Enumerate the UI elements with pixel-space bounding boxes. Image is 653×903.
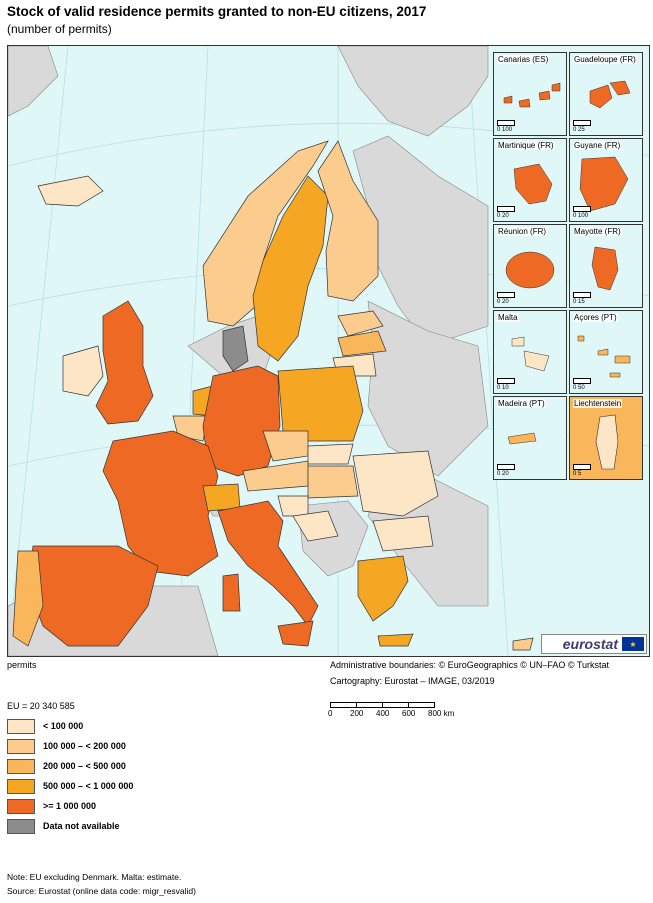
arctic-russia: [337, 46, 489, 137]
sardinia: [222, 573, 241, 612]
eurostat-logo: eurostat ★: [541, 634, 647, 654]
cartography-credit: Cartography: Eurostat – IMAGE, 03/2019: [330, 676, 495, 686]
legend-swatch: [7, 818, 35, 834]
inset-scale: 0 20: [497, 292, 515, 305]
scale-tick: 200: [350, 709, 364, 718]
legend-item: 100 000 – < 200 000: [7, 736, 133, 756]
legend-swatch: [7, 778, 35, 794]
inset-liechtenstein: Liechtenstein 0 5: [569, 396, 643, 480]
inset-scale: 0 50: [573, 378, 591, 391]
legend-swatch: [7, 798, 35, 814]
inset-canarias: Canarias (ES) 0 100: [493, 52, 567, 136]
legend-item: Data not available: [7, 816, 133, 836]
admin-boundaries-credit: Administrative boundaries: © EuroGeograp…: [330, 660, 610, 670]
legend-item: < 100 000: [7, 716, 133, 736]
estonia: [337, 310, 384, 337]
inset-label: Martinique (FR): [497, 141, 555, 150]
scale-tick: 600: [402, 709, 416, 718]
crete: [377, 633, 414, 647]
legend-item: 500 000 – < 1 000 000: [7, 776, 133, 796]
inset-madeira: Madeira (PT) 0 20: [493, 396, 567, 480]
legend-swatch: [7, 758, 35, 774]
eu-total: EU = 20 340 585: [7, 701, 75, 711]
legend-item: >= 1 000 000: [7, 796, 133, 816]
scale-tick: 400: [376, 709, 390, 718]
norway: [202, 140, 329, 327]
switzerland: [202, 483, 241, 512]
inset-reunion: Réunion (FR) 0 20: [493, 224, 567, 308]
inset-scale: 0 100: [497, 120, 515, 133]
inset-label: Madeira (PT): [497, 399, 546, 408]
latvia: [337, 330, 387, 357]
france: [102, 430, 219, 577]
scale-bar: 0 200 400 600 800 km: [328, 702, 470, 720]
inset-label: Réunion (FR): [497, 227, 548, 236]
bulgaria: [372, 515, 434, 552]
scale-tick: 800 km: [428, 709, 455, 718]
inset-martinique: Martinique (FR) 0 20: [493, 138, 567, 222]
denmark: [222, 325, 249, 372]
legend-item: 200 000 – < 500 000: [7, 756, 133, 776]
slovenia: [277, 495, 309, 517]
inset-malta: Malta 0 10: [493, 310, 567, 394]
inset-label: Mayotte (FR): [573, 227, 622, 236]
croatia: [292, 510, 339, 542]
inset-acores: Açores (PT) 0 50: [569, 310, 643, 394]
italy: [217, 500, 319, 627]
iceland: [37, 175, 104, 207]
poland: [277, 365, 364, 442]
greece: [357, 555, 409, 622]
map-frame: Canarias (ES) 0 100 Guadeloupe (FR) 0 25…: [7, 45, 650, 657]
eu-flag-icon: ★: [622, 637, 644, 651]
united-kingdom: [95, 300, 154, 425]
inset-scale: 0 15: [573, 292, 591, 305]
footnote: Note: EU excluding Denmark. Malta: estim…: [7, 872, 182, 882]
inset-label: Guadeloupe (FR): [573, 55, 637, 64]
inset-guyane: Guyane (FR) 0 100: [569, 138, 643, 222]
cyprus: [512, 637, 534, 651]
inset-guadeloupe: Guadeloupe (FR) 0 25: [569, 52, 643, 136]
inset-label: Guyane (FR): [573, 141, 622, 150]
inset-label: Canarias (ES): [497, 55, 550, 64]
map-title: Stock of valid residence permits granted…: [7, 4, 427, 19]
portugal: [12, 550, 44, 647]
scale-tick: 0: [328, 709, 333, 718]
europe-map: [8, 46, 649, 656]
greenland: [8, 46, 59, 117]
inset-label: Malta: [497, 313, 519, 322]
inset-scale: 0 20: [497, 464, 515, 477]
inset-mayotte: Mayotte (FR) 0 15: [569, 224, 643, 308]
legend-swatch: [7, 718, 35, 734]
map-subtitle: (number of permits): [7, 22, 112, 36]
ireland: [62, 345, 104, 397]
inset-scale: 0 10: [497, 378, 515, 391]
legend: < 100 000 100 000 – < 200 000 200 000 – …: [7, 716, 133, 836]
sweden: [252, 175, 329, 362]
inset-scale: 0 100: [573, 206, 591, 219]
slovakia: [307, 443, 354, 465]
inset-label: Liechtenstein: [573, 399, 623, 408]
inset-scale: 0 25: [573, 120, 591, 133]
inset-scale: 0 5: [573, 464, 591, 477]
finland: [317, 140, 379, 302]
source-note: Source: Eurostat (online data code: migr…: [7, 886, 196, 896]
romania: [352, 450, 439, 517]
inset-label: Açores (PT): [573, 313, 618, 322]
unit-label: permits: [7, 660, 37, 670]
germany: [202, 365, 281, 477]
hungary: [307, 465, 359, 499]
legend-swatch: [7, 738, 35, 754]
sicily: [277, 620, 314, 647]
inset-scale: 0 20: [497, 206, 515, 219]
